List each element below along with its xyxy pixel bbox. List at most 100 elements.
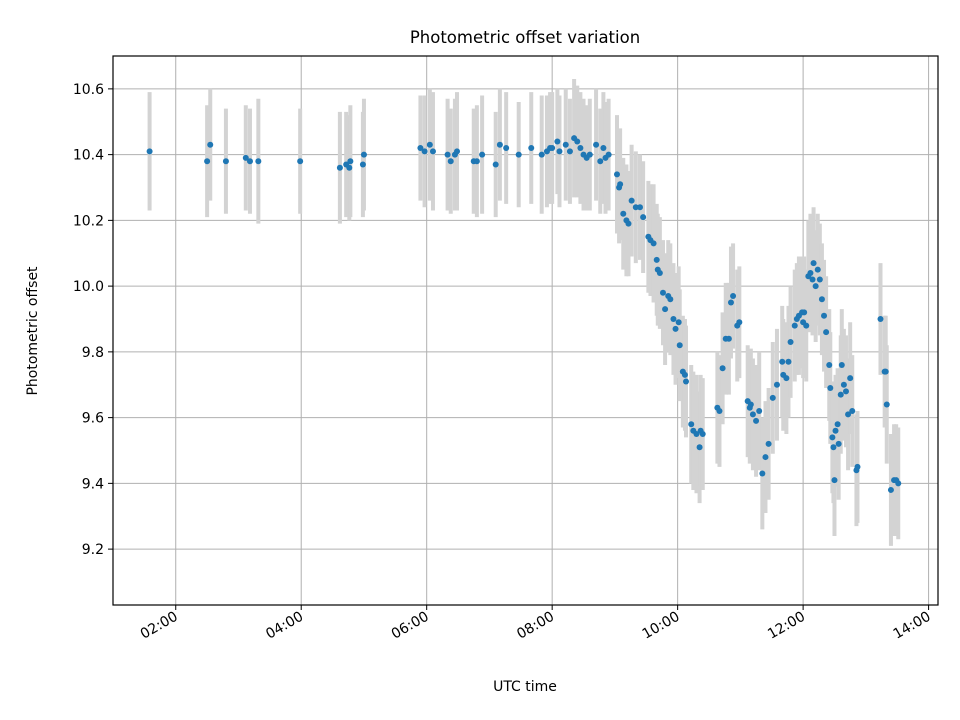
data-point (554, 138, 561, 145)
data-point (835, 440, 842, 447)
data-point (838, 362, 845, 369)
data-point (640, 214, 647, 221)
data-point (675, 319, 682, 326)
data-point (809, 276, 816, 283)
data-point (503, 145, 510, 152)
data-point (242, 154, 249, 161)
y-tick-label: 9.4 (82, 476, 104, 492)
data-point (696, 444, 703, 451)
data-point (812, 283, 819, 290)
data-point (359, 161, 366, 168)
data-point (749, 411, 756, 418)
data-point (683, 378, 690, 385)
data-point (688, 421, 695, 428)
data-point (831, 477, 838, 484)
data-point (653, 256, 660, 263)
data-point (556, 148, 563, 155)
data-point (672, 325, 679, 332)
data-point (818, 296, 825, 303)
data-point (426, 141, 433, 148)
data-point (204, 158, 211, 165)
data-point (895, 480, 902, 487)
data-point (660, 289, 666, 296)
data-point (823, 329, 830, 336)
data-point (753, 417, 760, 424)
data-point (759, 470, 766, 477)
data-point (821, 312, 828, 319)
data-point (613, 171, 620, 178)
data-point (747, 401, 754, 408)
data-point (447, 158, 454, 165)
data-point (538, 151, 545, 158)
y-axis-ticks: 9.2 9.4 9.6 9.8 10.0 10.2 10.4 10.6 (73, 82, 113, 558)
data-point (847, 375, 854, 382)
data-point (492, 161, 499, 168)
data-point (346, 164, 353, 171)
data-point (779, 358, 786, 365)
y-tick-label: 10.0 (73, 279, 104, 295)
data-point (681, 371, 688, 378)
data-point (417, 145, 424, 152)
data-point (667, 296, 674, 303)
data-point (882, 368, 889, 375)
data-point (727, 299, 734, 306)
data-point (650, 240, 657, 247)
data-point (255, 158, 262, 165)
data-point (586, 151, 593, 158)
data-point (840, 381, 847, 388)
data-point (605, 151, 612, 158)
data-point (791, 322, 798, 329)
data-point (515, 151, 522, 158)
data-point (632, 204, 639, 211)
data-point (834, 421, 841, 428)
data-point (787, 339, 794, 346)
y-axis-label: Photometric offset (25, 266, 41, 396)
data-point (454, 148, 461, 155)
data-point (826, 362, 833, 369)
data-point (246, 158, 253, 165)
data-point (528, 145, 535, 152)
data-point (693, 431, 700, 438)
data-point (699, 431, 706, 438)
data-point (762, 454, 769, 461)
data-point (421, 148, 428, 155)
data-point (769, 394, 776, 401)
data-point (849, 408, 856, 415)
y-tick-label: 9.6 (82, 411, 104, 427)
data-point (593, 141, 600, 148)
data-point (600, 145, 607, 152)
data-point (877, 315, 884, 322)
data-point (620, 210, 627, 217)
data-point (827, 385, 834, 392)
data-point (807, 269, 814, 276)
data-point (360, 151, 367, 158)
data-point (347, 158, 354, 165)
data-point (670, 315, 677, 322)
data-point (676, 342, 683, 349)
y-tick-label: 9.2 (82, 542, 104, 558)
data-point (562, 141, 569, 148)
data-point (207, 141, 214, 148)
data-point (829, 434, 836, 441)
data-point (719, 365, 726, 372)
data-point (222, 158, 229, 165)
data-point (837, 391, 844, 398)
y-tick-label: 10.6 (73, 82, 104, 98)
data-point (496, 141, 503, 148)
data-point (801, 309, 808, 316)
data-point (765, 440, 772, 447)
data-point (832, 427, 839, 434)
data-point (444, 151, 451, 158)
chart-title: Photometric offset variation (410, 28, 640, 47)
data-points (146, 135, 902, 493)
y-tick-label: 10.2 (73, 213, 104, 229)
data-point (336, 164, 343, 171)
data-point (636, 204, 643, 211)
data-point (816, 276, 823, 283)
data-point (473, 158, 480, 165)
data-point (854, 463, 861, 470)
data-point (810, 260, 817, 267)
data-point (785, 358, 792, 365)
y-tick-label: 9.8 (82, 345, 104, 361)
